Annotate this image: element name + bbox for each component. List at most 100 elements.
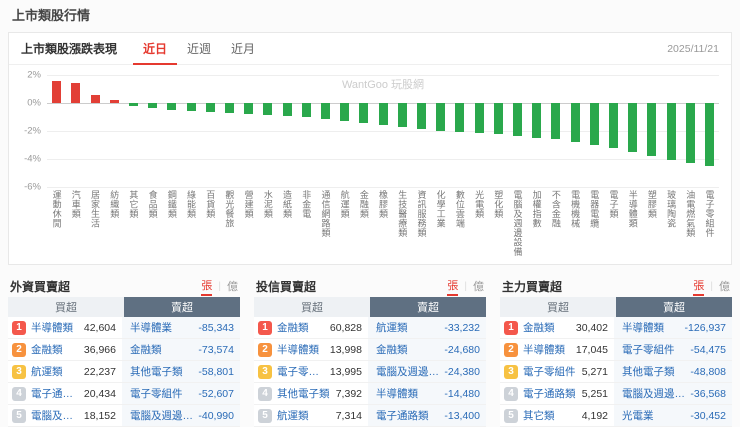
buy-sector-link[interactable]: 電子零組件	[523, 366, 576, 378]
sell-cell: 電腦及週邊設備 -40,990	[122, 405, 240, 426]
buy-sector-link[interactable]: 金融類	[523, 322, 555, 334]
sell-value: -24,380	[444, 365, 480, 378]
buy-sector-link[interactable]: 半導體類	[523, 344, 565, 356]
chart-bar[interactable]	[263, 103, 273, 115]
chart-bar[interactable]	[205, 103, 215, 113]
chart-bar[interactable]	[474, 103, 484, 134]
unit-amount-toggle[interactable]: 億	[719, 281, 730, 293]
buy-sector-link[interactable]: 其他電子類	[277, 388, 330, 400]
sell-sector-link[interactable]: 電子通路類	[376, 410, 429, 422]
chart-bar[interactable]	[628, 103, 638, 152]
column-headers: 買超 賣超	[8, 297, 240, 317]
sell-sector-link[interactable]: 半導體類	[622, 322, 664, 334]
sell-sector-link[interactable]: 航運類	[376, 322, 408, 334]
buy-cell: 3 電子零組件 5,271	[500, 361, 614, 382]
chart-bar[interactable]	[493, 103, 503, 134]
chart-bar-column	[181, 75, 200, 187]
buy-sector-link[interactable]: 半導體類	[277, 344, 319, 356]
chart-bar-column	[546, 75, 565, 187]
chart-bar[interactable]	[359, 103, 369, 123]
chart-category-label: 綠能類	[186, 190, 197, 219]
chart-bar[interactable]	[224, 103, 234, 113]
unit-lots-toggle[interactable]: 張	[693, 277, 705, 296]
sell-sector-link[interactable]: 金融類	[130, 344, 162, 356]
chart-bar[interactable]	[167, 103, 177, 110]
chart-bar[interactable]	[570, 103, 580, 143]
chart-bar[interactable]	[109, 100, 119, 103]
unit-amount-toggle[interactable]: 億	[227, 281, 238, 293]
buy-sector-link[interactable]: 半導體類	[31, 322, 73, 334]
chart-bar[interactable]	[378, 103, 388, 125]
chart-plot: WantGoo 玩股網 2% 0% -2% -4% -6%	[24, 70, 719, 193]
chart-category: 生技醫療類	[393, 190, 412, 260]
buy-sector-link[interactable]: 金融類	[277, 322, 309, 334]
sell-sector-link[interactable]: 電腦及週邊設備	[130, 410, 194, 422]
chart-category-label: 鋼鐵類	[166, 190, 177, 219]
chart-category: 電機機械	[565, 190, 584, 260]
buy-sector-link[interactable]: 其它類	[523, 410, 555, 422]
chart-bar[interactable]	[608, 103, 618, 148]
chart-bar[interactable]	[148, 103, 158, 108]
buy-sector-link[interactable]: 電子通路類	[31, 388, 80, 400]
period-tabs: 近日 近週 近月	[133, 33, 265, 65]
chart-category: 其它類	[124, 190, 143, 260]
sell-sector-link[interactable]: 其他電子類	[622, 366, 675, 378]
sell-cell: 其他電子類 -48,808	[614, 361, 732, 382]
sell-sector-link[interactable]: 電子零組件	[130, 388, 183, 400]
tab-recent-month[interactable]: 近月	[231, 41, 256, 56]
buy-sector-link[interactable]: 航運類	[277, 410, 309, 422]
sell-sector-link[interactable]: 半導體類	[376, 388, 418, 400]
chart-bar[interactable]	[589, 103, 599, 145]
chart-bar[interactable]	[455, 103, 465, 132]
table-title: 投信買賣超	[256, 279, 317, 294]
chart-bar[interactable]	[532, 103, 542, 138]
sell-sector-link[interactable]: 其他電子類	[130, 366, 183, 378]
chart-bar[interactable]	[186, 103, 196, 112]
chart-bar[interactable]	[705, 103, 714, 166]
chart-category-label: 運動休閒	[51, 190, 62, 228]
chart-category: 通信網路類	[316, 190, 335, 260]
chart-bar[interactable]	[52, 80, 62, 103]
chart-bar[interactable]	[90, 94, 100, 103]
chart-bar[interactable]	[397, 103, 407, 127]
chart-bar[interactable]	[685, 103, 695, 164]
sell-sector-link[interactable]: 半導體業	[130, 322, 172, 334]
unit-amount-toggle[interactable]: 億	[473, 281, 484, 293]
chart-bar[interactable]	[340, 103, 350, 122]
buy-sector-link[interactable]: 電子通路類	[523, 388, 576, 400]
chart-bar-column	[681, 75, 700, 187]
tab-recent-day[interactable]: 近日	[133, 33, 177, 65]
chart-bar[interactable]	[320, 103, 330, 120]
unit-lots-toggle[interactable]: 張	[447, 277, 459, 296]
unit-toggle: 張 | 億	[693, 277, 730, 296]
sell-sector-link[interactable]: 金融類	[376, 344, 408, 356]
table-row: 5 其它類 4,192 光電業 -30,452	[500, 405, 732, 427]
chart-bar[interactable]	[71, 83, 81, 103]
chart-bar[interactable]	[244, 103, 254, 115]
tab-recent-week[interactable]: 近週	[187, 41, 212, 56]
buy-sector-link[interactable]: 電子零組件	[277, 366, 326, 378]
sell-sector-link[interactable]: 電腦及週邊設備	[376, 366, 440, 378]
chart-x-labels: 運動休閒 汽車類 居家生活 紡織類 其它類 食品類 鋼鐵類 綠能類 百貨類 觀光餐旅 營建類 水泥類造…	[47, 190, 719, 260]
buy-sector-link[interactable]: 電腦及週邊設備	[31, 410, 80, 422]
chart-bar[interactable]	[512, 103, 522, 136]
buy-sector-link[interactable]: 金融類	[31, 344, 63, 356]
buy-sector-link[interactable]: 航運類	[31, 366, 63, 378]
chart-bar[interactable]	[416, 103, 426, 129]
chart-bar[interactable]	[436, 103, 446, 131]
chart-bar[interactable]	[666, 103, 676, 161]
chart-bar-column	[316, 75, 335, 187]
sell-sector-link[interactable]: 電子零組件	[622, 344, 675, 356]
chart-bar-column	[47, 75, 66, 187]
sell-sector-link[interactable]: 電腦及週邊設備	[622, 388, 686, 400]
chart-bar-column	[220, 75, 239, 187]
unit-lots-toggle[interactable]: 張	[201, 277, 213, 296]
sell-sector-link[interactable]: 光電業	[622, 410, 654, 422]
table-header: 投信買賣超 張 | 億	[254, 275, 486, 297]
chart-bar[interactable]	[282, 103, 292, 116]
chart-bar[interactable]	[551, 103, 561, 140]
chart-bar[interactable]	[647, 103, 657, 157]
chart-bar[interactable]	[301, 103, 311, 117]
table-row: 1 金融類 60,828 航運類 -33,232	[254, 317, 486, 339]
chart-bar[interactable]	[128, 103, 138, 106]
